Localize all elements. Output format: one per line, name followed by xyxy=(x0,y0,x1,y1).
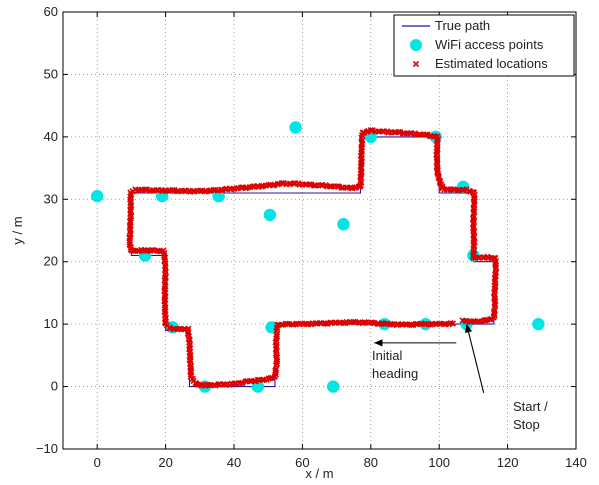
estimated-location-marker xyxy=(492,283,499,291)
wifi-access-point xyxy=(251,380,265,393)
y-tick-label: 0 xyxy=(51,379,58,394)
estimated-location-marker xyxy=(175,187,182,195)
legend-estimated-label: Estimated locations xyxy=(435,56,548,71)
estimated-location-marker xyxy=(434,146,441,153)
x-tick-label: 40 xyxy=(227,455,241,470)
estimated-location-marker xyxy=(340,184,347,191)
legend: True path WiFi access points Estimated l… xyxy=(393,14,575,77)
ticks-layer: 0 20 40 60 80 100 120 140 −10 0 10 20 30 40 50 60 xyxy=(36,4,587,470)
y-tick-label: 50 xyxy=(44,66,58,81)
wifi-access-point xyxy=(91,189,104,203)
estimated-location-marker xyxy=(312,182,319,189)
estimated-location-marker xyxy=(436,179,444,186)
estimated-location-marker xyxy=(273,333,281,340)
annotation-arrow-head xyxy=(464,324,473,334)
annotation-initial-heading-text: Initial xyxy=(372,348,402,363)
estimated-location-marker xyxy=(408,321,415,328)
annotation-arrow-shaft xyxy=(466,324,485,393)
legend-true-path-label: True path xyxy=(435,18,490,33)
annotation-initial-heading-text: heading xyxy=(372,366,418,381)
estimated-location-marker xyxy=(288,321,296,328)
x-tick-label: 60 xyxy=(295,455,309,470)
plot-frame xyxy=(62,11,577,450)
legend-wifi-label: WiFi access points xyxy=(435,37,544,52)
plot-area xyxy=(63,12,576,449)
annotations-layer: Initial heading Start / Stop xyxy=(372,324,548,432)
x-tick-label: 100 xyxy=(428,455,450,470)
estimated-location-marker xyxy=(267,181,274,188)
y-tick-label: 40 xyxy=(44,129,58,144)
estimated-location-marker xyxy=(401,130,408,137)
x-tick-label: 120 xyxy=(497,455,519,470)
y-tick-label: 10 xyxy=(44,316,58,331)
wifi-access-point xyxy=(337,218,350,231)
y-axis-label: y / m xyxy=(10,216,25,244)
estimated-locations-layer xyxy=(126,126,500,389)
wifi-access-point xyxy=(263,208,277,222)
annotation-start-stop-text: Start / xyxy=(513,399,548,414)
x-tick-label: 0 xyxy=(94,455,101,470)
legend-wifi-swatch xyxy=(410,39,422,51)
x-tick-label: 140 xyxy=(565,455,587,470)
annotation-start-stop-text: Stop xyxy=(513,417,540,432)
legend-estimated-swatch xyxy=(412,60,420,68)
y-tick-label: 30 xyxy=(44,191,58,206)
annotation-arrow-head xyxy=(374,339,383,347)
estimated-location-marker xyxy=(149,246,156,254)
estimated-location-marker xyxy=(210,382,217,389)
estimated-location-marker xyxy=(449,320,457,327)
x-axis-label: x / m xyxy=(305,466,333,481)
estimated-location-marker xyxy=(471,196,478,203)
y-tick-label: 20 xyxy=(44,254,58,269)
wifi-access-point xyxy=(326,380,340,393)
estimated-location-marker xyxy=(322,320,330,327)
x-tick-label: 20 xyxy=(158,455,172,470)
estimated-location-marker xyxy=(369,319,377,326)
estimated-location-marker xyxy=(187,371,195,378)
wifi-access-point xyxy=(289,121,302,134)
estimated-location-marker xyxy=(237,379,245,387)
estimated-location-marker xyxy=(278,321,285,328)
y-tick-label: −10 xyxy=(36,441,58,456)
estimated-location-marker xyxy=(239,184,247,191)
estimated-location-marker xyxy=(267,375,274,382)
legend-box xyxy=(393,14,575,77)
x-tick-label: 80 xyxy=(364,455,378,470)
wifi-access-point xyxy=(532,317,545,331)
y-tick-label: 60 xyxy=(44,4,58,19)
